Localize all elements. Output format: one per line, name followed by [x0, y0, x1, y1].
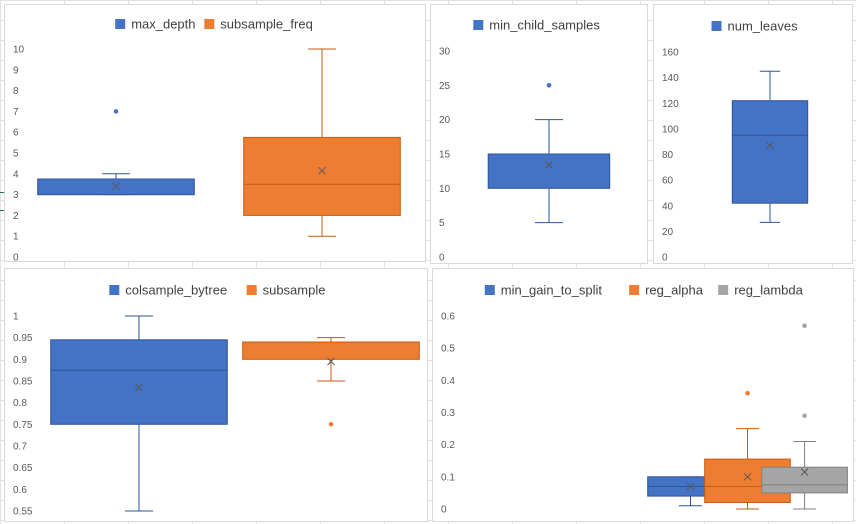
y-tick-label: 40	[662, 201, 674, 212]
y-tick-label: 160	[662, 48, 679, 59]
box-colsample-bytree-body	[50, 339, 228, 425]
y-tick-label: 0.8	[13, 398, 27, 409]
chart-svg: 0 1 2 3 4 5 6 7 8 9 10 max_depth subsample_freq	[13, 17, 401, 263]
y-tick-label: 10	[439, 184, 451, 195]
legend-swatch-colsample-bytree	[109, 285, 120, 295]
chart-svg: 0 0.1 0.2 0.3 0.4 0.5 0.6 min_gain_to_split reg_…	[441, 283, 848, 516]
y-tick-label: 0.1	[441, 472, 455, 483]
legend-swatch-subsample	[246, 285, 257, 295]
y-tick-label: 5	[439, 218, 445, 229]
legend-label-min-gain-to-split: min_gain_to_split	[501, 283, 603, 298]
row-edge-mark	[0, 210, 5, 211]
y-tick-label: 25	[439, 81, 451, 92]
y-tick-label: 0.6	[441, 312, 455, 323]
chart-regularization[interactable]: 0 0.1 0.2 0.3 0.4 0.5 0.6 min_gain_to_split reg_…	[432, 268, 854, 522]
legend-swatch-reg-lambda	[718, 285, 729, 295]
y-tick-label: 0	[662, 253, 668, 264]
y-tick-label: 0.5	[441, 344, 455, 355]
y-tick-label: 5	[13, 149, 19, 160]
y-tick-label: 6	[13, 128, 19, 139]
box-reg-alpha-mean-marker	[743, 472, 752, 481]
legend-label-num-leaves: num_leaves	[728, 19, 799, 34]
chart-colsample-bytree-subsample[interactable]: 0.55 0.6 0.65 0.7 0.75 0.8 0.85 0.9 0.95 1 colsamp…	[4, 268, 428, 522]
y-tick-label: 8	[13, 86, 19, 97]
y-tick-label: 30	[439, 47, 451, 58]
y-tick-label: 0.6	[13, 485, 27, 496]
legend-label-min-child-samples: min_child_samples	[489, 18, 600, 33]
box-min-child-samples-mean-marker	[545, 161, 553, 169]
chart-num-leaves[interactable]: 0 20 40 60 80 100 120 140 160 num_leaves	[653, 4, 853, 264]
legend-label-subsample: subsample	[263, 283, 326, 298]
box-colsample-bytree-mean-marker	[135, 383, 143, 392]
y-tick-label: 0.55	[13, 507, 33, 518]
y-tick-label: 0.65	[13, 463, 33, 474]
y-tick-label: 0.95	[13, 333, 33, 344]
legend-swatch-num-leaves	[711, 21, 722, 31]
box-reg-lambda-body	[761, 466, 848, 494]
legend-swatch-reg-alpha	[629, 285, 640, 295]
y-tick-label: 9	[13, 65, 19, 76]
y-tick-label: 0.3	[441, 408, 455, 419]
legend-swatch-max-depth	[115, 19, 126, 29]
y-tick-label: 0.75	[13, 420, 33, 431]
box-reg-lambda-outlier-point	[802, 323, 807, 328]
y-tick-label: 4	[13, 169, 19, 180]
y-tick-label: 15	[439, 150, 451, 161]
y-tick-label: 140	[662, 73, 679, 84]
box-num-leaves-body	[731, 100, 809, 204]
box-reg-lambda-mean-marker	[800, 468, 809, 476]
y-tick-label: 0	[439, 253, 445, 264]
legend-label-reg-alpha: reg_alpha	[645, 283, 704, 298]
box-max-depth-outlier-point	[113, 109, 119, 114]
legend-label-max-depth: max_depth	[131, 17, 195, 32]
y-tick-label: 100	[662, 124, 679, 135]
box-subsample-body	[242, 341, 420, 360]
box-reg-alpha-outlier-point	[745, 390, 750, 396]
chart-svg: 0.55 0.6 0.65 0.7 0.75 0.8 0.85 0.9 0.95 1 colsamp…	[13, 283, 420, 518]
y-tick-label: 120	[662, 99, 679, 110]
chart-svg: 0 20 40 60 80 100 120 140 160 num_leaves	[662, 19, 809, 264]
y-tick-label: 0.4	[441, 376, 455, 387]
box-subsample-outlier-point	[328, 422, 334, 427]
y-tick-label: 0.85	[13, 377, 33, 388]
box-subsample-mean-marker	[327, 357, 335, 366]
legend-label-colsample-bytree: colsample_bytree	[125, 283, 227, 298]
box-min-child-samples-outlier-point	[546, 83, 552, 88]
box-max-depth-mean-marker	[112, 182, 120, 191]
legend-swatch-subsample-freq	[204, 19, 215, 29]
y-tick-label: 10	[13, 45, 25, 56]
y-tick-label: 80	[662, 150, 674, 161]
legend-swatch-min-gain-to-split	[484, 285, 495, 295]
chart-svg: 0 5 10 15 20 25 30 min_child_samples	[439, 18, 611, 264]
y-tick-label: 60	[662, 176, 674, 187]
y-tick-label: 0.9	[13, 355, 27, 366]
chart-min-child-samples[interactable]: 0 5 10 15 20 25 30 min_child_samples	[430, 4, 648, 264]
box-min-child-samples-body	[487, 153, 611, 189]
y-tick-label: 7	[13, 107, 19, 118]
legend-label-subsample-freq: subsample_freq	[220, 17, 312, 32]
y-tick-label: 1	[13, 232, 19, 243]
y-tick-label: 0.2	[441, 440, 455, 451]
y-tick-label: 0.7	[13, 442, 27, 453]
box-subsample-freq-body	[243, 136, 401, 216]
y-tick-label: 0	[13, 253, 19, 263]
chart-max-depth-subsample-freq[interactable]: 0 1 2 3 4 5 6 7 8 9 10 max_depth subsample_freq	[4, 4, 426, 262]
box-subsample-freq-mean-marker	[318, 166, 326, 175]
legend-swatch-min-child-samples	[473, 20, 484, 30]
y-tick-label: 2	[13, 211, 19, 222]
y-tick-label: 0	[441, 505, 447, 516]
legend-label-reg-lambda: reg_lambda	[734, 283, 803, 298]
y-tick-label: 3	[13, 190, 19, 201]
row-edge-mark	[0, 192, 5, 193]
box-min-gain-to-split-mean-marker	[686, 482, 695, 491]
box-reg-lambda-outlier-point	[802, 413, 807, 418]
y-tick-label: 20	[439, 115, 451, 126]
box-num-leaves-mean-marker	[766, 141, 774, 150]
y-tick-label: 20	[662, 227, 674, 238]
y-tick-label: 1	[13, 312, 19, 323]
